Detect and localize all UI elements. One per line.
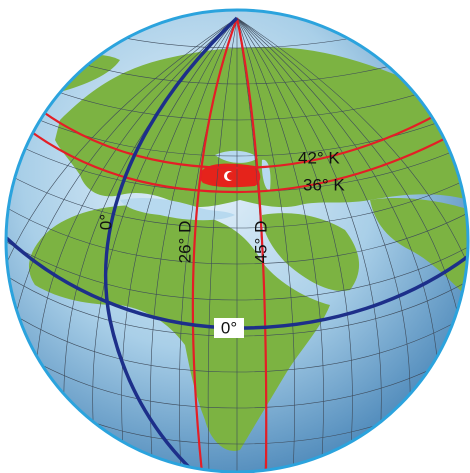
graticule-line [236,17,353,472]
black-sea [215,150,258,163]
parallel-36 [9,114,468,194]
graticule-line [207,17,238,472]
graticule-line [236,17,324,472]
globe-outline [4,8,470,473]
parallel-42 [9,84,468,170]
graticule-line [6,339,468,409]
graticule-line [6,203,468,265]
graticule-line [6,17,238,472]
graticule-line [6,67,468,121]
graticule-line [236,17,382,472]
graticule-line [6,169,468,229]
graticule-line [236,17,296,472]
flag-crescent-cut [227,172,235,180]
label-26d: 26° D [175,221,194,264]
label-prime-meridian: 0° [96,214,115,230]
eurasia [55,47,468,208]
label-45d: 45° D [251,221,270,264]
label-36k: 36° K [303,175,345,194]
label-42k: 42° K [298,148,340,167]
meridian-26 [191,17,239,472]
graticule-line [121,17,238,472]
graticule-line [6,101,468,157]
graticule-line [6,305,468,373]
graticule-line [6,237,468,301]
madagascar [420,379,442,414]
asia-south [370,198,468,300]
label-equator: 0° [221,318,237,337]
label-bg [214,318,244,338]
graticule-line [150,17,238,472]
mediterranean [120,197,235,221]
graticule-line [92,17,238,472]
meridian-45 [235,17,268,472]
arabia [262,213,360,291]
graticule-line [236,17,468,472]
prime-meridian [103,16,239,472]
